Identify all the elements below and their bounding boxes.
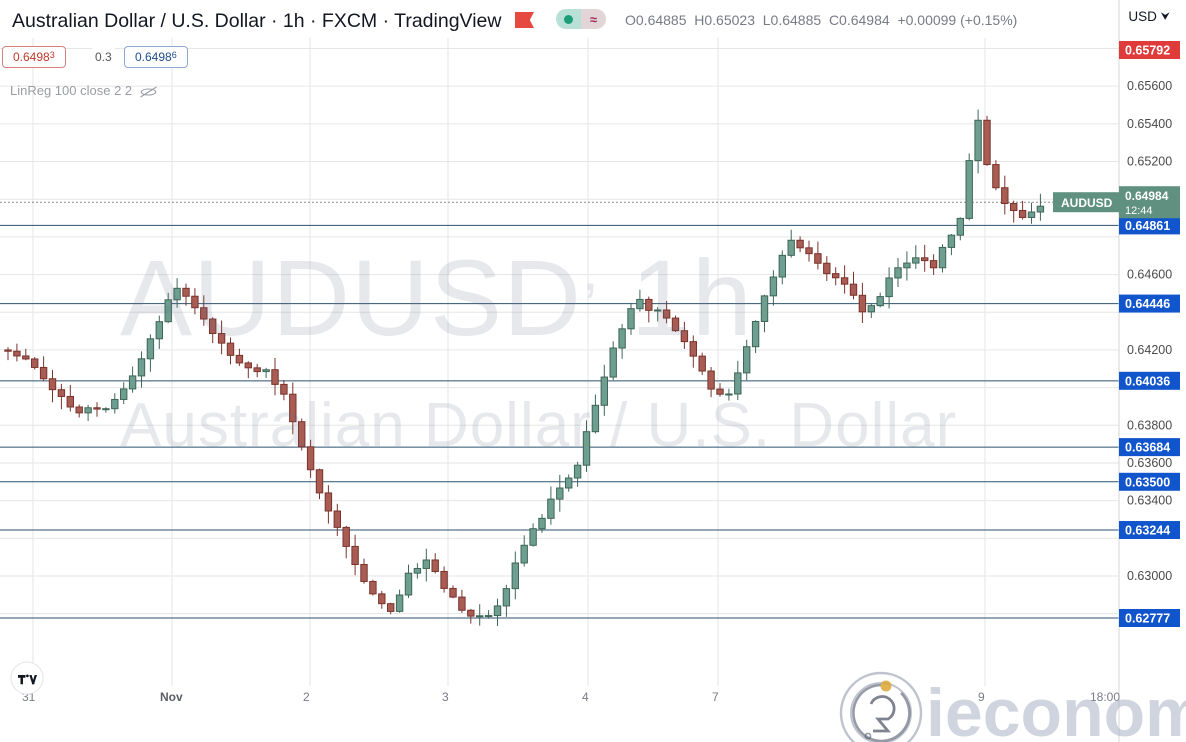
svg-text:0.65400: 0.65400 [1127,117,1172,131]
svg-text:0.63800: 0.63800 [1127,418,1172,432]
svg-text:AUDUSD: AUDUSD [1061,196,1113,210]
svg-text:0.63684: 0.63684 [1125,441,1170,455]
svg-text:0.64984: 0.64984 [1125,189,1169,203]
svg-text:0.63600: 0.63600 [1127,456,1172,470]
svg-text:0.64036: 0.64036 [1125,374,1170,388]
svg-text:0.63244: 0.63244 [1125,524,1170,538]
svg-text:0.62777: 0.62777 [1125,612,1170,626]
svg-text:0.64861: 0.64861 [1125,219,1170,233]
svg-text:0.64600: 0.64600 [1127,268,1172,282]
svg-text:0.64446: 0.64446 [1125,297,1170,311]
svg-text:0.63400: 0.63400 [1127,494,1172,508]
svg-text:0.65792: 0.65792 [1125,44,1170,58]
svg-text:12:44: 12:44 [1125,205,1153,217]
svg-text:0.65600: 0.65600 [1127,79,1172,93]
svg-text:0.64200: 0.64200 [1127,343,1172,357]
svg-text:0.63000: 0.63000 [1127,569,1172,583]
svg-text:0.63500: 0.63500 [1125,475,1170,489]
svg-text:ieconomy.io: ieconomy.io [926,675,1186,742]
svg-text:0.65200: 0.65200 [1127,155,1172,169]
